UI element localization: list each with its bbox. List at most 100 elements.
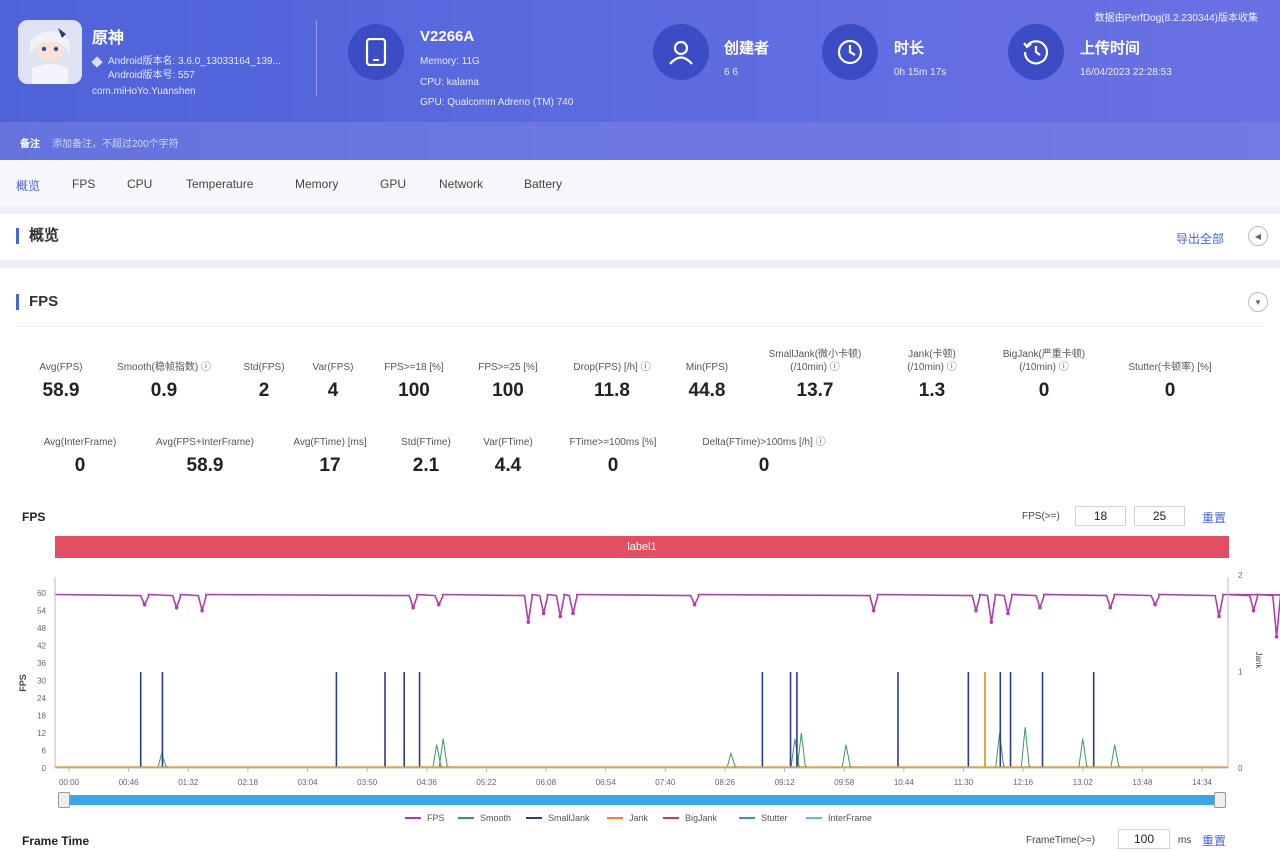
tab-gpu[interactable]: GPU [380, 177, 407, 191]
frame-time-reset-button[interactable]: 重置 [1202, 834, 1227, 848]
creator-value: 6 6 [724, 67, 738, 78]
device-cpu: CPU: kalama [420, 77, 479, 88]
metric-value: 0 [758, 455, 770, 476]
fps-divider [16, 326, 1264, 327]
fps-reset-button[interactable]: 重置 [1202, 511, 1227, 525]
metric-label: FPS>=25 [%] [478, 362, 538, 373]
metric-label: BigJank(严重卡顿) (/10min) ⓘ [1002, 349, 1086, 373]
metric-value: 4 [327, 380, 339, 401]
tab-cpu[interactable]: CPU [127, 177, 153, 191]
app-icon [18, 20, 82, 84]
metric-metrics_row1-3: Var(FPS) 4 [263, 361, 403, 402]
fps-threshold-1-input[interactable] [1075, 506, 1126, 526]
metric-metrics_row1-0: Avg(FPS) 58.9 [0, 361, 131, 402]
metric-label: Avg(FPS+InterFrame) [156, 437, 254, 448]
metric-value: 1.3 [918, 380, 946, 401]
metric-metrics_row1-2: Std(FPS) 2 [194, 361, 334, 402]
metric-label: Std(FPS) [243, 362, 285, 373]
metric-metrics_row1-7: Min(FPS) 44.8 [637, 361, 777, 402]
frame-time-title: Frame Time [22, 834, 90, 848]
frame-time-threshold-input[interactable] [1118, 829, 1170, 849]
device-model: V2266A [420, 28, 475, 45]
remark-label: 备注 [20, 139, 40, 150]
metric-metrics_row1-9: Jank(卡顿) (/10min) ⓘ 1.3 [862, 348, 1002, 402]
metric-metrics_row1-11: Stutter(卡顿率) [%] 0 [1100, 361, 1240, 402]
metric-metrics_row2-1: Avg(FPS+InterFrame) 58.9 [135, 436, 275, 477]
legend-label: FPS [427, 813, 445, 823]
metric-label: Var(FTime) [483, 437, 533, 448]
tab-temperature[interactable]: Temperature [186, 177, 254, 191]
android-icon [91, 56, 103, 68]
export-all-link[interactable]: 导出全部 [1175, 232, 1224, 246]
fps-threshold-2-input[interactable] [1134, 506, 1185, 526]
overview-collapse-icon[interactable]: ◀ [1248, 226, 1268, 246]
metric-label: Var(FPS) [312, 362, 354, 373]
metric-label: FPS>=18 [%] [384, 362, 444, 373]
device-gpu: GPU: Qualcomm Adreno (TM) 740 [420, 97, 574, 108]
fps-chart-title: FPS [22, 510, 46, 524]
legend-label: Jank [629, 813, 649, 823]
metric-value: 0 [607, 455, 619, 476]
metric-metrics_row1-10: BigJank(严重卡顿) (/10min) ⓘ 0 [974, 348, 1114, 402]
legend-item-bigjank[interactable]: BigJank [663, 813, 717, 823]
legend-swatch [458, 817, 474, 819]
metric-metrics_row1-8: SmallJank(微小卡顿) (/10min) ⓘ 13.7 [745, 348, 885, 402]
tab-network[interactable]: Network [439, 177, 484, 191]
metric-metrics_row2-4: Var(FTime) 4.4 [438, 436, 578, 477]
metric-value: 0 [74, 455, 86, 476]
metric-label: Drop(FPS) [/h] ⓘ [573, 362, 651, 373]
android-package-label: Android版本名: 3.6.0_13033164_139... [108, 56, 281, 67]
metric-metrics_row2-6: Delta(FTime)>100ms [/h] ⓘ 0 [694, 436, 834, 477]
time-range-slider[interactable] [60, 795, 1220, 805]
metric-metrics_row2-0: Avg(InterFrame) 0 [10, 436, 150, 477]
legend-label: BigJank [685, 813, 718, 823]
package-id: com.miHoYo.Yuanshen [92, 86, 196, 97]
fps-collapse-icon[interactable]: ▼ [1248, 292, 1268, 312]
metric-label: Avg(InterFrame) [43, 437, 117, 448]
tab-overview[interactable]: 概览 [16, 179, 41, 193]
legend-item-stutter[interactable]: Stutter [739, 813, 788, 823]
legend-swatch [526, 817, 542, 819]
legend-item-smalljank[interactable]: SmallJank [526, 813, 590, 823]
metric-metrics_row1-5: FPS>=25 [%] 100 [438, 361, 578, 402]
legend-item-jank[interactable]: Jank [607, 813, 648, 823]
duration-label: 时长 [894, 40, 925, 57]
metric-value: 0 [1164, 380, 1176, 401]
metric-value: 100 [492, 380, 524, 401]
legend-label: SmallJank [548, 813, 590, 823]
metric-value: 100 [398, 380, 430, 401]
legend-label: Smooth [480, 813, 512, 823]
fps-label-bar[interactable]: label1 [55, 536, 1229, 558]
metric-value: 0 [1038, 380, 1050, 401]
metric-value: 2.1 [412, 455, 440, 476]
metric-label: Std(FTime) [401, 437, 451, 448]
metric-metrics_row1-6: Drop(FPS) [/h] ⓘ 11.8 [542, 361, 682, 402]
tab-battery[interactable]: Battery [524, 177, 563, 191]
metric-label: Delta(FTime)>100ms [/h] ⓘ [702, 437, 826, 448]
legend-label: Stutter [761, 813, 788, 823]
tab-fps[interactable]: FPS [72, 177, 96, 191]
legend-item-fps[interactable]: FPS [405, 813, 445, 823]
android-version-code: Android版本号: 557 [108, 70, 195, 81]
history-icon [1008, 24, 1064, 80]
metric-label: FTime>=100ms [%] [569, 437, 657, 448]
legend-swatch [739, 817, 755, 819]
legend-item-smooth[interactable]: Smooth [458, 813, 511, 823]
tab-memory[interactable]: Memory [295, 177, 339, 191]
metric-label: SmallJank(微小卡顿) (/10min) ⓘ [768, 349, 862, 373]
slider-handle-right[interactable] [1214, 792, 1226, 808]
device-memory: Memory: 11G [420, 56, 480, 67]
legend-swatch [663, 817, 679, 819]
legend-item-interframe[interactable]: InterFrame [806, 813, 872, 823]
remark-bar[interactable]: 备注 添加备注，不超过200个字符 [0, 122, 1280, 160]
overview-title: 概览 [16, 228, 59, 244]
version-note: 数据由PerfDog(8.2.230344)版本收集 [1094, 13, 1258, 24]
metric-value: 2 [258, 380, 270, 401]
slider-handle-left[interactable] [58, 792, 70, 808]
metric-value: 11.8 [594, 380, 630, 401]
phone-icon [348, 24, 404, 80]
user-icon [653, 24, 709, 80]
metric-metrics_row1-4: FPS>=18 [%] 100 [344, 361, 484, 402]
metric-metrics_row2-2: Avg(FTime) [ms] 17 [260, 436, 400, 477]
remark-input[interactable]: 添加备注，不超过200个字符 [52, 139, 179, 150]
